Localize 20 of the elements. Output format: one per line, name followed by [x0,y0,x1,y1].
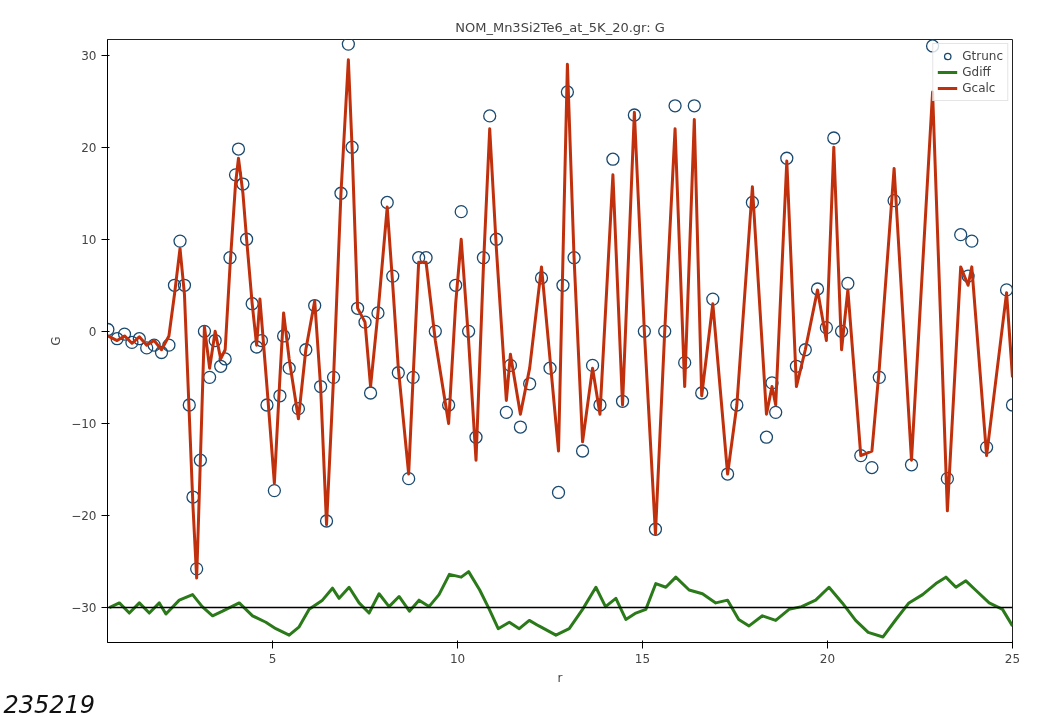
y-tick-label: 20 [81,140,97,155]
y-tick-label: 0 [88,324,97,339]
legend-label: Gcalc [962,81,996,95]
y-tick-label: −30 [71,601,97,616]
y-axis-title: G [49,336,64,346]
text: 235219 [3,690,96,717]
y-tick-label: −20 [71,508,97,523]
x-tick-label: 10 [449,651,466,666]
y-tick-label: 30 [81,48,97,63]
legend-label: Gdiff [962,65,991,79]
legend-label: Gtrunc [962,49,1003,63]
x-tick-label: 25 [1004,651,1021,666]
x-tick-label: 20 [819,651,836,666]
y-tick-label: 10 [81,232,97,247]
line-series [107,570,1013,639]
x-tick-label: 5 [268,651,277,666]
x-tick-label: 15 [634,651,651,666]
y-tick-label: −10 [71,416,97,431]
chart-title: NOM_Mn3Si2Te6_at_5K_20.gr: G [455,19,665,35]
x-axis-title: r [557,670,563,685]
